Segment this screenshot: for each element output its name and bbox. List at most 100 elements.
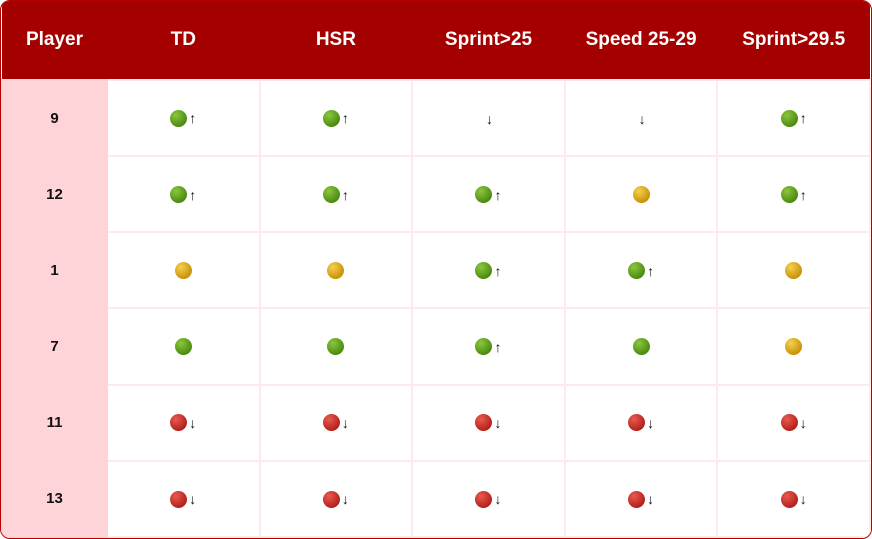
trend-arrow: ↓ (638, 110, 646, 127)
trend-arrow: ↓ (341, 414, 349, 431)
status-dot (475, 414, 493, 432)
status-dot (170, 186, 188, 203)
status-cell: ↓ (563, 383, 719, 462)
status-cell: ↑ (106, 78, 261, 158)
status-cell: ↑ (411, 155, 566, 234)
column-header: Speed 25-29 (564, 1, 718, 80)
column-header: TD (107, 1, 260, 80)
status-cell: ↓ (411, 383, 566, 462)
status-cell: ↑ (411, 307, 566, 386)
status-dot (170, 109, 188, 127)
player-cell: 1 (1, 231, 108, 310)
column-header: Player (2, 1, 107, 80)
status-cell: ↓ (411, 78, 566, 158)
status-cell: ↑ (411, 231, 566, 310)
status-dot (628, 262, 646, 280)
trend-arrow: ↓ (799, 414, 807, 431)
status-dot (785, 262, 803, 280)
status-cell: ↓ (411, 459, 566, 538)
status-cell: ↓ (106, 459, 261, 538)
status-dot (780, 109, 798, 127)
status-dot (322, 186, 340, 203)
trend-arrow: ↑ (799, 110, 807, 127)
status-dot (628, 490, 646, 508)
table-row: 12 ↑ ↑ ↑ ↑ (1, 155, 871, 234)
trend-arrow: ↓ (189, 414, 197, 431)
status-dot (475, 262, 493, 280)
status-cell (563, 307, 719, 386)
table-row: 11 ↓ ↓ ↓ ↓ ↓ (1, 383, 871, 462)
status-cell (106, 231, 261, 310)
column-header: Sprint>29.5 (717, 1, 870, 80)
status-dot (322, 490, 340, 508)
status-dot (475, 338, 493, 356)
header-row: Player TD HSR Sprint>25 Speed 25-29 Sprint>29… (2, 1, 870, 80)
trend-arrow: ↓ (341, 491, 349, 508)
status-cell (716, 307, 871, 386)
table-body: 9 ↑ ↑ ↓ ↓ ↑ 12 ↑ ↑ ↑ ↑ 1 ↑ ↑ 7 ↑ 11 ↓ ↓ ↓ ↓ ↓ 13 ↓ ↓ ↓ ↓ ↓ (1, 78, 871, 538)
status-cell (258, 307, 414, 386)
status-cell: ↓ (716, 459, 871, 538)
trend-arrow: ↑ (494, 186, 502, 203)
table-row: 1 ↑ ↑ (1, 231, 871, 310)
status-cell (716, 231, 871, 310)
status-cell: ↓ (716, 383, 871, 462)
status-cell: ↓ (258, 383, 414, 462)
player-cell: 12 (1, 155, 108, 234)
status-dot (174, 262, 192, 280)
status-dot (780, 414, 798, 432)
trend-arrow: ↑ (647, 262, 655, 279)
status-cell: ↑ (716, 155, 871, 234)
status-dot (780, 186, 798, 203)
trend-arrow: ↓ (189, 491, 197, 508)
status-cell: ↑ (258, 78, 414, 158)
status-dot (327, 338, 345, 356)
status-dot (475, 186, 493, 203)
trend-arrow: ↓ (485, 110, 493, 127)
player-cell: 13 (1, 459, 108, 538)
trend-arrow: ↓ (647, 414, 655, 431)
trend-arrow: ↑ (341, 110, 349, 127)
trend-arrow: ↑ (799, 186, 807, 203)
trend-arrow: ↓ (494, 491, 502, 508)
status-dot (327, 262, 345, 280)
status-cell: ↑ (258, 155, 414, 234)
status-cell: ↓ (563, 78, 719, 158)
player-cell: 11 (1, 383, 108, 462)
status-cell: ↓ (106, 383, 261, 462)
status-cell: ↓ (563, 459, 719, 538)
trend-arrow: ↓ (494, 414, 502, 431)
status-dot (322, 109, 340, 127)
table-row: 13 ↓ ↓ ↓ ↓ ↓ (1, 459, 871, 538)
status-cell: ↑ (106, 155, 261, 234)
trend-arrow: ↑ (341, 186, 349, 203)
player-cell: 7 (1, 307, 108, 386)
column-header: HSR (259, 1, 413, 80)
status-cell (563, 155, 719, 234)
status-dot (174, 338, 192, 356)
trend-arrow: ↑ (494, 338, 502, 355)
status-dot (475, 490, 493, 508)
column-header: Sprint>25 (412, 1, 565, 80)
status-cell: ↑ (563, 231, 719, 310)
status-dot (785, 338, 803, 356)
table-row: 7 ↑ (1, 307, 871, 386)
player-cell: 9 (1, 78, 108, 158)
trend-arrow: ↑ (189, 110, 197, 127)
status-dot (170, 414, 188, 432)
status-cell (258, 231, 414, 310)
status-dot (632, 338, 650, 356)
trend-arrow: ↑ (494, 262, 502, 279)
status-dot (170, 490, 188, 508)
trend-arrow: ↓ (799, 491, 807, 508)
status-cell: ↑ (716, 78, 871, 158)
status-dot (322, 414, 340, 432)
status-dot (780, 490, 798, 508)
trend-arrow: ↑ (189, 186, 197, 203)
trend-arrow: ↓ (647, 491, 655, 508)
table-row: 9 ↑ ↑ ↓ ↓ ↑ (1, 78, 871, 158)
status-dot (628, 414, 646, 432)
